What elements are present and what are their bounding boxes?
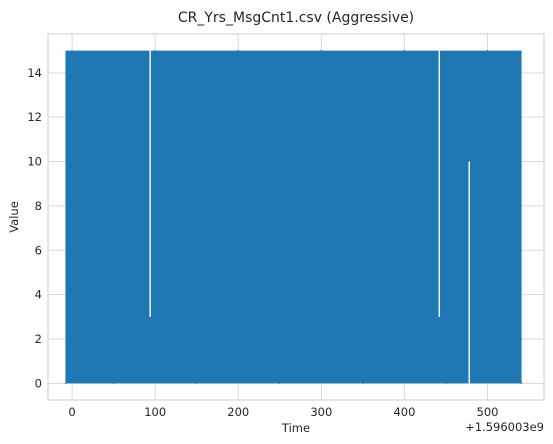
x-tick-label: 300 (310, 405, 332, 419)
y-axis-label: Value (7, 201, 21, 233)
series-point (362, 382, 364, 384)
x-tick-label: 400 (393, 405, 415, 419)
x-axis-label: Time (281, 421, 310, 435)
y-tick-label: 12 (27, 110, 42, 124)
series-band (65, 50, 522, 384)
y-tick-label: 10 (27, 155, 42, 169)
series-point (486, 50, 489, 52)
x-tick-label: 500 (477, 405, 499, 419)
x-ticks: 0 100 200 300 400 500 (68, 405, 498, 419)
series-point (154, 50, 156, 52)
y-tick-label: 0 (35, 376, 42, 390)
series-point (196, 382, 198, 384)
chart-title: CR_Yrs_MsgCnt1.csv (Aggressive) (178, 10, 414, 26)
y-tick-label: 2 (35, 332, 42, 346)
series-point (403, 50, 406, 52)
series-point (64, 382, 67, 384)
x-tick-label: 200 (227, 405, 249, 419)
series-point (279, 382, 281, 384)
series-point (113, 382, 115, 384)
x-tick-label: 0 (68, 405, 75, 419)
series-point (71, 50, 73, 52)
y-tick-label: 14 (27, 66, 42, 80)
series-point (320, 50, 322, 52)
y-ticks: 0 2 4 6 8 10 12 14 (27, 66, 42, 391)
y-tick-label: 4 (35, 288, 42, 302)
y-tick-label: 6 (35, 243, 42, 257)
series-point (445, 382, 447, 384)
series-layer (64, 50, 523, 384)
series-point (520, 382, 523, 384)
series-point (237, 50, 239, 52)
x-tick-label: 100 (144, 405, 166, 419)
y-tick-label: 8 (35, 199, 42, 213)
x-offset-label: +1.596003e9 (465, 420, 544, 434)
